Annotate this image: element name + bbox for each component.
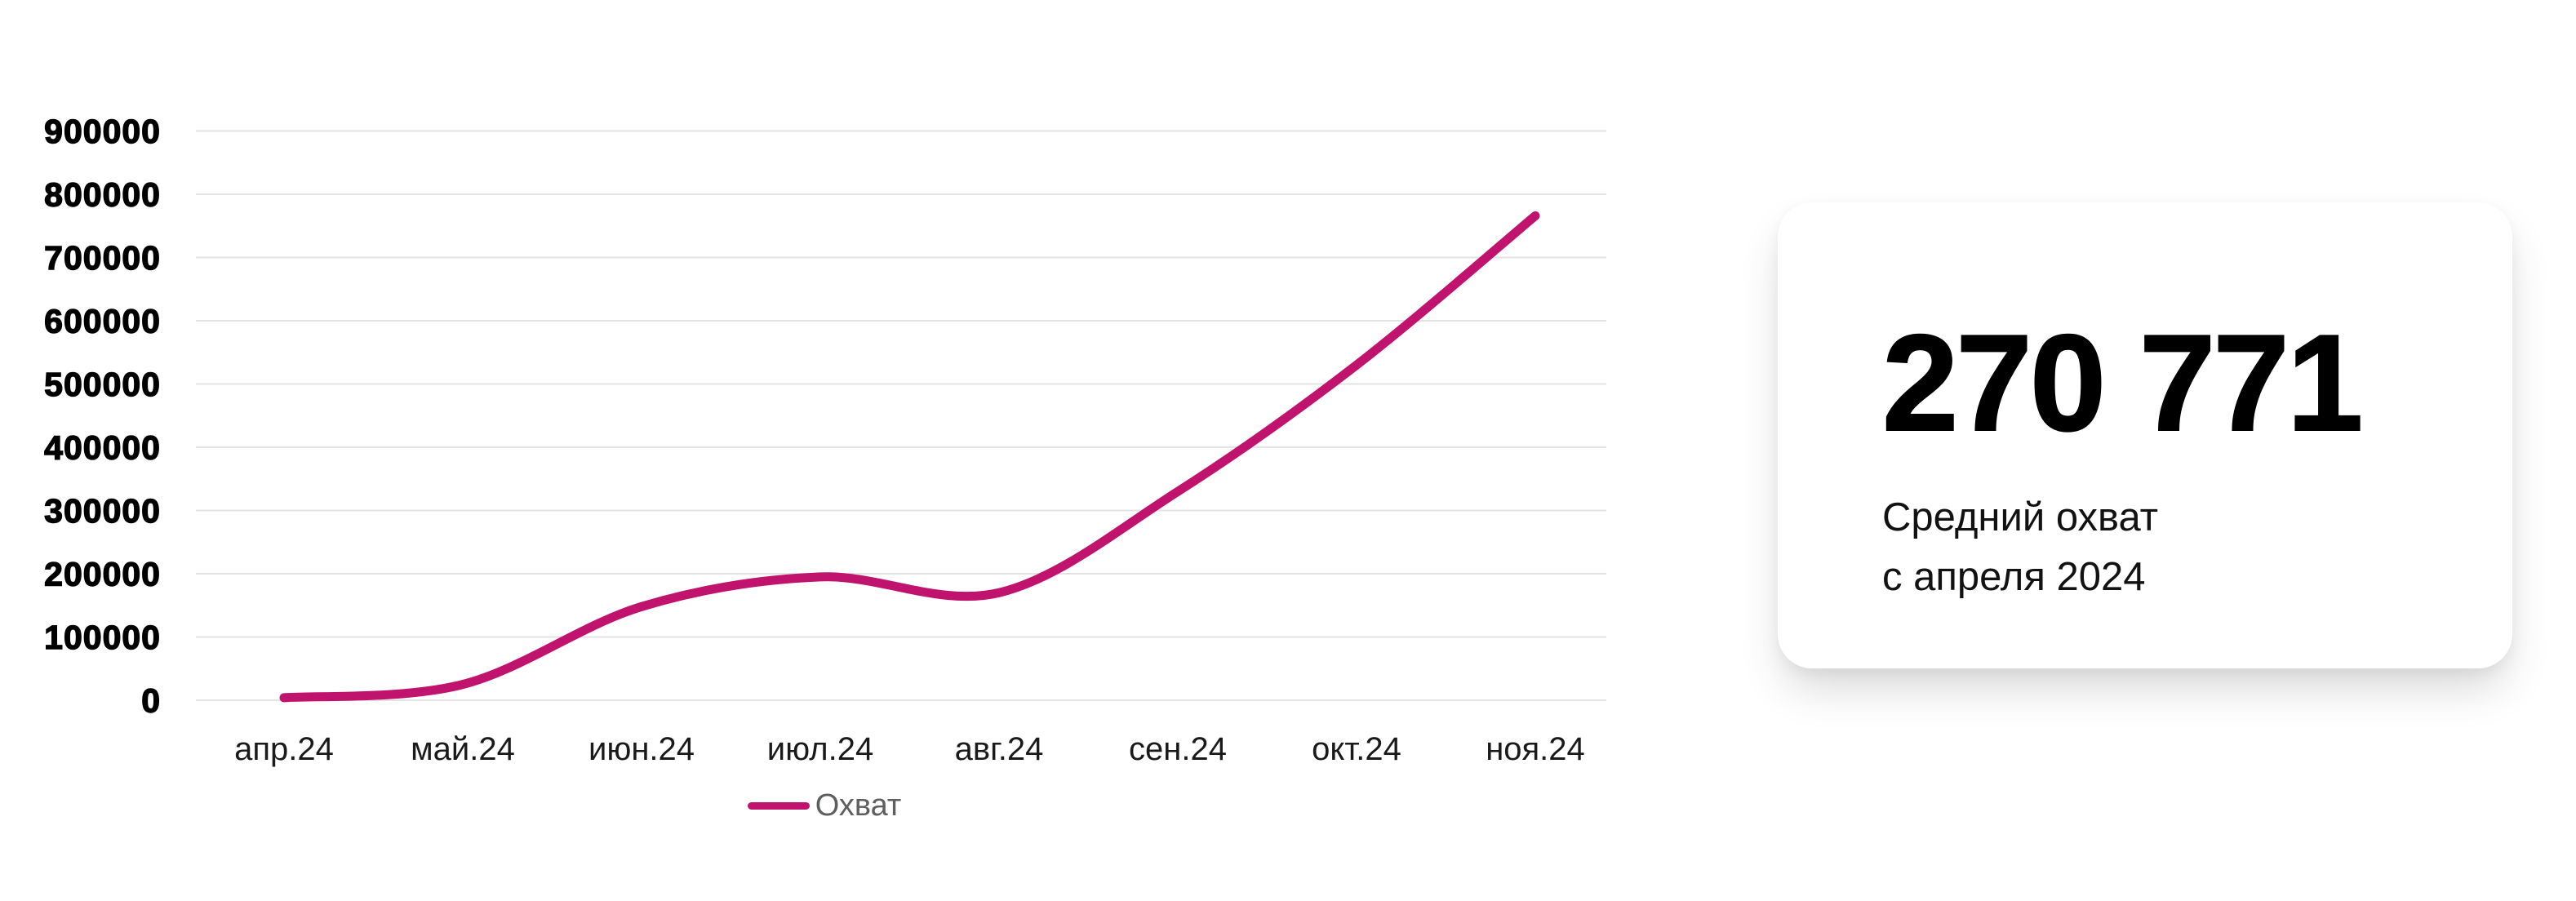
y-axis-labels: 0 100000 200000 300000 400000 500000 600000 700… <box>43 112 161 720</box>
y-tick-label: 600000 <box>44 302 161 340</box>
reach-line-chart: 0 100000 200000 300000 400000 500000 600000 700… <box>0 112 1649 821</box>
x-tick-label: окт.24 <box>1312 731 1401 767</box>
y-tick-label: 900000 <box>44 113 161 150</box>
x-tick-label: апр.24 <box>234 731 334 767</box>
caption-line-1: Средний охват <box>1882 495 2159 539</box>
y-tick-label: 700000 <box>44 239 161 277</box>
x-tick-label: сен.24 <box>1129 731 1227 767</box>
series-line-reach <box>279 211 1540 703</box>
average-reach-caption: Средний охват с апреля 2024 <box>1882 488 2158 607</box>
y-tick-label: 400000 <box>44 428 161 466</box>
legend-line-swatch <box>747 801 810 810</box>
chart-legend: Охват <box>0 790 1649 821</box>
chart-canvas: 0 100000 200000 300000 400000 500000 600000 700… <box>43 112 1606 767</box>
x-tick-label: июн.24 <box>588 731 695 767</box>
gridlines <box>196 130 1606 701</box>
caption-line-2: с апреля 2024 <box>1882 555 2146 599</box>
x-tick-label: ноя.24 <box>1486 731 1585 767</box>
average-reach-card: 270 771 Средний охват с апреля 2024 <box>1778 202 2512 668</box>
y-tick-label: 800000 <box>44 175 161 213</box>
x-tick-label: июл.24 <box>767 731 873 767</box>
x-tick-label: авг.24 <box>955 731 1044 767</box>
y-tick-label: 300000 <box>44 492 161 530</box>
legend-label: Охват <box>815 788 902 823</box>
average-reach-value: 270 771 <box>1881 305 2364 460</box>
y-tick-label: 500000 <box>44 366 161 403</box>
y-tick-label: 100000 <box>44 619 161 656</box>
y-tick-label: 200000 <box>44 555 161 593</box>
series-group <box>279 211 1540 703</box>
x-axis-labels: апр.24 май.24 июн.24 июл.24 авг.24 сен.24 окт.… <box>234 731 1585 767</box>
y-tick-label: 0 <box>141 681 161 719</box>
x-tick-label: май.24 <box>411 731 515 767</box>
